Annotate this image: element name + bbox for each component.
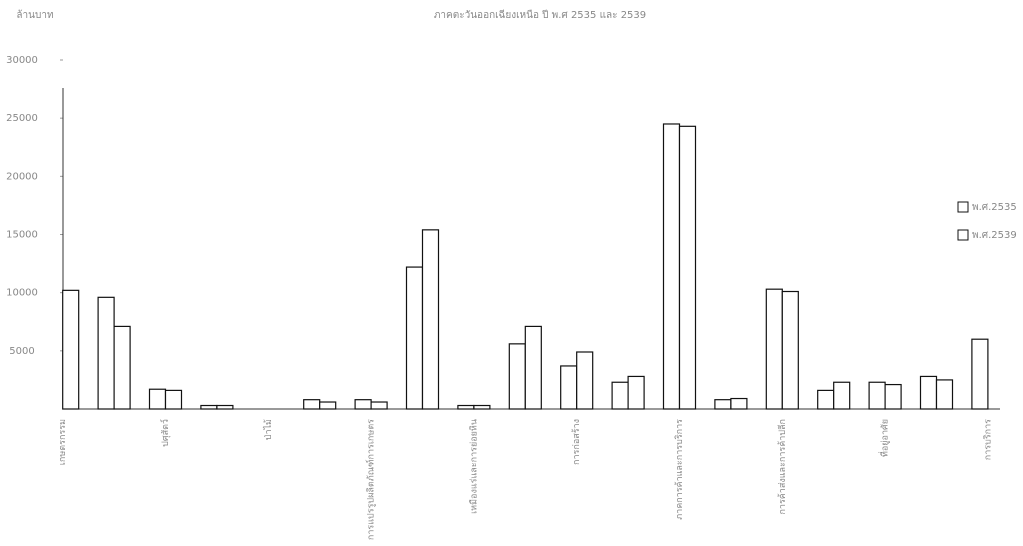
x-tick-label: เหมืองแร่และการย่อยหิน — [468, 419, 479, 514]
bar — [62, 289, 80, 410]
bar — [730, 397, 748, 410]
legend-swatch — [957, 201, 969, 213]
bar — [935, 379, 954, 410]
bar — [200, 404, 218, 410]
bar — [508, 343, 526, 410]
bar — [884, 383, 902, 410]
bar — [627, 375, 645, 410]
y-tick-label: 5000 — [9, 346, 34, 357]
bar — [97, 296, 115, 410]
chart-title: ภาคตะวันออกเฉียงเหนือ ปี พ.ศ 2535 และ 25… — [434, 9, 646, 21]
bar — [971, 338, 989, 410]
bar — [781, 290, 799, 410]
y-tick-label: 30000 — [6, 55, 38, 66]
x-tick-label: ปศุสัตว์ — [159, 419, 171, 447]
bar — [576, 351, 594, 410]
x-tick-label: การแปรรูปผลิตภัณฑ์การเกษตร — [365, 419, 377, 540]
legend-label: พ.ศ.2535 — [972, 202, 1017, 213]
bar — [714, 399, 732, 410]
bar — [457, 404, 475, 410]
bar — [405, 266, 424, 410]
bar — [868, 381, 886, 410]
bar — [113, 325, 131, 410]
y-tick-label: 25000 — [6, 113, 38, 124]
bar — [370, 401, 388, 410]
x-tick-label: การบริการ — [982, 419, 993, 460]
x-tick-label: การก่อสร้าง — [571, 419, 582, 465]
x-tick-label: ที่อยู่อาศัย — [878, 419, 891, 457]
x-tick-label: ป่าไม้ — [263, 419, 274, 440]
bar — [319, 401, 337, 410]
bar — [833, 381, 851, 410]
x-tick-label: ภาคการค้าและการบริการ — [674, 419, 685, 520]
bar — [662, 123, 681, 410]
y-tick-label: 15000 — [6, 230, 38, 241]
legend-swatch — [957, 229, 969, 241]
x-tick-label: การค้าส่งและการค้าปลีก — [777, 419, 788, 515]
bar — [919, 375, 938, 410]
bar — [678, 125, 697, 410]
bar — [148, 388, 167, 410]
bar — [216, 404, 234, 410]
bar — [524, 325, 542, 410]
bar — [473, 404, 491, 410]
bar — [164, 389, 183, 410]
bar — [354, 399, 372, 410]
bar — [765, 288, 783, 410]
legend-label: พ.ศ.2539 — [972, 230, 1017, 241]
bar — [421, 229, 440, 410]
bar — [817, 389, 835, 410]
x-tick-label: เกษตรกรรม — [58, 419, 68, 465]
bar — [611, 381, 629, 410]
y-tick-label: 10000 — [6, 288, 38, 299]
y-tick-label: 20000 — [6, 171, 38, 182]
bar — [560, 365, 578, 410]
bar — [303, 399, 321, 410]
y-axis-label: ล้านบาท — [16, 9, 53, 21]
